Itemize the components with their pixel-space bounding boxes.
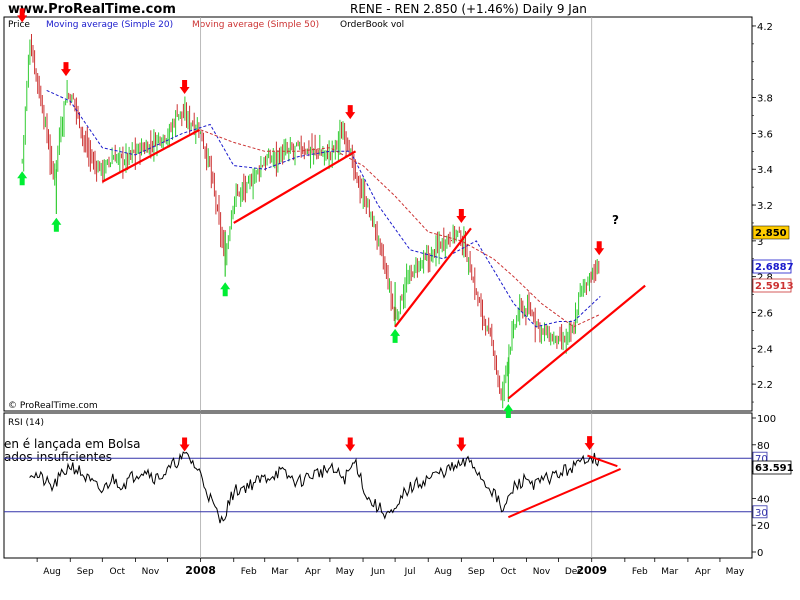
- rsi-red-down-arrow-icon: [345, 437, 356, 452]
- rsi-tick-label: 100: [757, 414, 776, 425]
- green-up-arrow-icon: [503, 404, 514, 419]
- rsi-panel: [3, 412, 753, 559]
- x-tick-label: Apr: [695, 567, 711, 577]
- y-tick-label: 4.2: [757, 22, 773, 33]
- x-tick-label: Jun: [370, 567, 385, 577]
- red-down-arrow-icon: [345, 105, 356, 120]
- ma20-line: [46, 89, 601, 328]
- x-tick-label: Nov: [142, 567, 160, 577]
- rsi-red-down-arrow-icon: [584, 436, 595, 451]
- x-tick-label: Apr: [305, 567, 321, 577]
- x-tick-label: Feb: [241, 567, 257, 577]
- quote-header: RENE - REN 2.850 (+1.46%) Daily 9 Jan: [350, 2, 587, 16]
- price-panel: [3, 16, 753, 412]
- green-up-arrow-icon: [17, 171, 28, 186]
- legend-price: Price: [8, 20, 30, 30]
- legend-ma50: Moving average (Simple 50): [192, 20, 319, 30]
- last-price-text: 2.850: [755, 228, 787, 239]
- rsi-tick-label: 40: [757, 494, 770, 505]
- x-tick-label: 2008: [185, 564, 216, 577]
- trendline: [101, 128, 201, 183]
- y-tick-label: 2.4: [757, 344, 773, 355]
- x-tick-label: 2009: [576, 564, 607, 577]
- ma50-value-text: 2.5913: [755, 281, 794, 292]
- y-tick-label: 2.2: [757, 380, 773, 391]
- x-tick-label: Oct: [501, 567, 517, 577]
- trendline: [233, 150, 357, 224]
- trendline: [507, 284, 646, 400]
- rsi-trendline: [587, 454, 618, 468]
- x-tick-label: Sep: [77, 567, 94, 577]
- y-tick-label: 3.8: [757, 94, 773, 105]
- rsi-value-text: 63.591: [755, 463, 794, 474]
- y-tick-label: 3.6: [757, 129, 773, 140]
- x-tick-label: May: [726, 567, 745, 577]
- x-tick-label: Aug: [43, 567, 61, 577]
- rsi-red-down-arrow-icon: [179, 437, 190, 452]
- x-tick-label: Mar: [661, 567, 678, 577]
- question-mark: ?: [612, 213, 619, 227]
- rsi-value-label: 63.591: [752, 460, 794, 475]
- red-down-arrow-icon: [17, 8, 28, 23]
- last-price-label: 2.850: [752, 225, 790, 240]
- overlay-text-2: ados insuficientes: [4, 450, 112, 464]
- x-tick-label: Aug: [434, 567, 452, 577]
- y-tick-label: 3.4: [757, 165, 773, 176]
- watermark: © ProRealTime.com: [8, 401, 98, 411]
- rsi-tick-label: 20: [757, 521, 770, 532]
- rsi-red-down-arrow-icon: [456, 437, 467, 452]
- rsi-line: [29, 451, 600, 524]
- x-tick-label: Sep: [468, 567, 485, 577]
- x-tick-label: Oct: [109, 567, 125, 577]
- y-tick-label: 3.2: [757, 201, 773, 212]
- overlay-text-1: en é lançada em Bolsa: [4, 437, 140, 451]
- rsi-tick-label: 0: [757, 548, 763, 559]
- x-tick-label: Mar: [271, 567, 288, 577]
- rsi-level-box: [752, 505, 768, 519]
- rsi-trendline: [507, 468, 621, 519]
- rsi-tick-label: 80: [757, 441, 770, 452]
- green-up-arrow-icon: [390, 328, 401, 343]
- trendline: [394, 227, 472, 328]
- red-down-arrow-icon: [594, 241, 605, 256]
- x-tick-label: May: [336, 567, 355, 577]
- x-tick-label: Feb: [632, 567, 648, 577]
- red-down-arrow-icon: [179, 80, 190, 95]
- x-tick-label: Nov: [533, 567, 551, 577]
- legend-ma20: Moving average (Simple 20): [46, 20, 173, 30]
- rsi-title: RSI (14): [8, 418, 44, 428]
- ma20-value-label: 2.6887: [752, 259, 794, 274]
- rsi-level-label: 70: [755, 454, 768, 465]
- ma50-value-label: 2.5913: [752, 278, 794, 293]
- green-up-arrow-icon: [220, 282, 231, 297]
- legend-orderbook: OrderBook vol: [340, 20, 404, 30]
- y-tick-label: 3: [757, 237, 763, 248]
- red-down-arrow-icon: [60, 62, 71, 77]
- site-title[interactable]: www.ProRealTime.com: [8, 2, 176, 17]
- green-up-arrow-icon: [51, 217, 62, 232]
- rsi-level-label: 30: [755, 508, 768, 519]
- ma20-value-text: 2.6887: [755, 262, 794, 273]
- y-tick-label: 2.6: [757, 309, 773, 320]
- x-tick-label: Dec: [565, 567, 582, 577]
- red-down-arrow-icon: [456, 208, 467, 223]
- x-tick-label: Jul: [404, 567, 416, 577]
- y-tick-label: 2.8: [757, 273, 773, 284]
